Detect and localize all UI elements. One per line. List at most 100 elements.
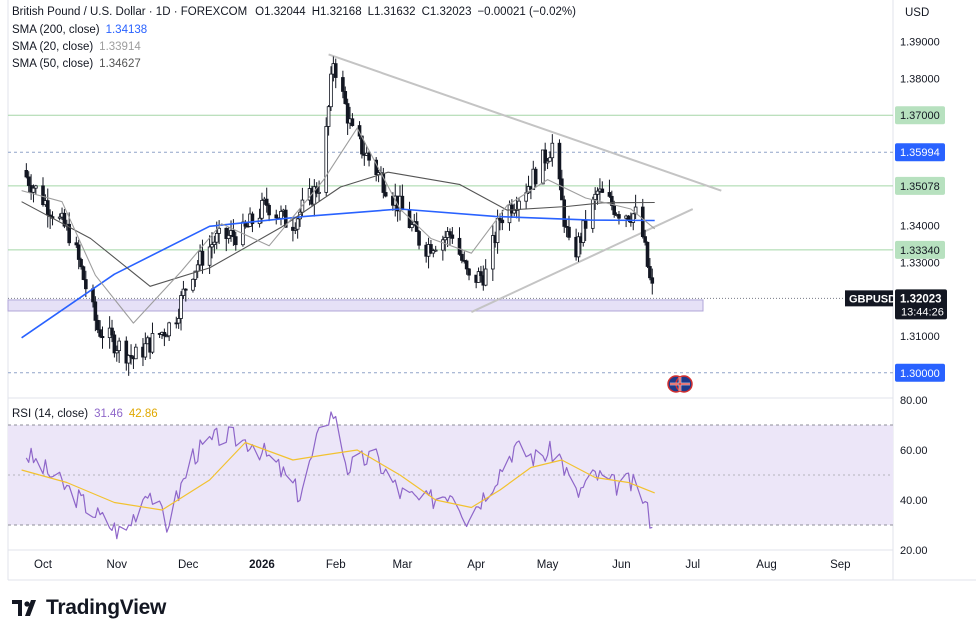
candle-up — [126, 355, 131, 364]
candle-down — [557, 142, 562, 180]
candle-up — [193, 270, 198, 280]
candle-down — [98, 329, 102, 337]
candle-down — [183, 288, 188, 291]
trendline — [470, 208, 694, 313]
candle-down — [600, 188, 605, 193]
x-tick-label: Mar — [392, 559, 412, 571]
candle-down — [417, 231, 421, 246]
candle-up — [329, 73, 333, 108]
sma20-legend[interactable]: SMA (20, close) 1.33914 — [12, 41, 141, 53]
candle-down — [162, 331, 167, 337]
x-tick-label: Jul — [685, 559, 700, 571]
rsi-tick-label: 80.00 — [900, 395, 928, 407]
candle-down — [479, 271, 483, 277]
trendline — [328, 53, 722, 192]
candle-down — [200, 250, 205, 266]
candle-down — [250, 213, 255, 225]
candle-up — [633, 206, 638, 215]
candle-down — [643, 236, 647, 243]
candles — [24, 56, 655, 376]
candle-up — [431, 250, 436, 254]
candle-down — [76, 244, 81, 260]
candle-up — [541, 149, 545, 185]
candle-down — [648, 266, 652, 279]
candle-down — [91, 288, 95, 303]
candle-down — [274, 214, 279, 219]
candle-up — [491, 235, 495, 270]
candle-down — [367, 152, 371, 161]
level-label: 1.34000 — [900, 221, 940, 233]
candle-down — [233, 236, 238, 246]
tradingview-logo[interactable]: TradingView — [12, 596, 166, 620]
sma50-legend[interactable]: SMA (50, close) 1.34627 — [12, 58, 141, 70]
candle-down — [400, 195, 405, 211]
x-tick-label: Aug — [756, 559, 776, 571]
candle-down — [560, 178, 564, 201]
candle-up — [410, 224, 414, 228]
candle-down — [510, 204, 514, 214]
level-label: 1.35078 — [900, 181, 940, 193]
x-tick-label: Sep — [830, 559, 850, 571]
x-tick-label: Oct — [34, 559, 53, 571]
candle-up — [576, 236, 581, 258]
rsi-tick-label: 60.00 — [900, 445, 928, 457]
price-levels — [8, 114, 893, 374]
x-tick-label: Feb — [326, 559, 346, 571]
x-tick-label: May — [537, 559, 559, 571]
candle-down — [429, 244, 433, 254]
symbol-title[interactable]: British Pound / U.S. Dollar · 1D · FOREX… — [12, 6, 576, 18]
candle-up — [443, 237, 448, 241]
rsi-pane: 80.00 60.00 40.00 20.00 — [8, 395, 928, 557]
candle-up — [34, 185, 38, 189]
candle-down — [467, 268, 471, 276]
candle-up — [317, 191, 321, 194]
level-label: 1.30000 — [900, 368, 940, 380]
uk-flag-icon[interactable] — [667, 375, 693, 393]
time-axis[interactable]: Oct Nov Dec 2026 Feb Mar Apr May Jun Jul Aug Sep — [34, 559, 850, 571]
candle-down — [448, 231, 452, 236]
currency-button[interactable] — [898, 2, 972, 22]
candle-down — [124, 340, 129, 364]
candle-down — [93, 301, 98, 321]
candle-down — [333, 63, 338, 78]
rsi-legend[interactable]: RSI (14, close) 31.46 42.86 — [12, 408, 158, 420]
candle-up — [483, 268, 488, 286]
candle-down — [460, 253, 464, 261]
candle-down — [645, 241, 650, 267]
sma200-legend[interactable]: SMA (200, close) 1.34138 — [12, 24, 147, 36]
candle-down — [341, 77, 345, 92]
symbol-badge — [845, 290, 893, 307]
candle-up — [433, 249, 438, 252]
price-axis[interactable]: 1.37000 1.35994 1.35078 1.34000 1.333401.330… — [845, 37, 947, 382]
candle-down — [26, 176, 31, 186]
candle-up — [226, 235, 231, 239]
candle-down — [457, 237, 462, 255]
candle-down — [24, 169, 29, 178]
candle-down — [650, 277, 655, 284]
candle-up — [512, 209, 517, 214]
candle-down — [450, 234, 455, 239]
candle-up — [517, 200, 521, 210]
candle-up — [143, 343, 148, 358]
level-badge — [895, 106, 945, 125]
candle-up — [326, 106, 331, 127]
candle-up — [295, 218, 300, 230]
candle-down — [567, 226, 571, 238]
trendlines[interactable] — [328, 53, 722, 313]
candle-up — [441, 239, 445, 251]
candle-up — [260, 200, 264, 219]
last-price-label: 1.32023 — [900, 293, 942, 305]
level-badge — [895, 240, 945, 259]
candle-up — [181, 288, 186, 296]
candle-down — [67, 223, 71, 244]
candle-up — [134, 346, 138, 360]
candle-down — [129, 355, 133, 358]
level-badge — [895, 363, 945, 382]
moving-averages — [21, 127, 656, 339]
candle-up — [593, 193, 597, 200]
symbol-label: GBPUSD — [849, 293, 896, 305]
candle-down — [343, 91, 348, 104]
candle-up — [210, 244, 214, 248]
y-tick-label: 1.31000 — [900, 331, 940, 343]
